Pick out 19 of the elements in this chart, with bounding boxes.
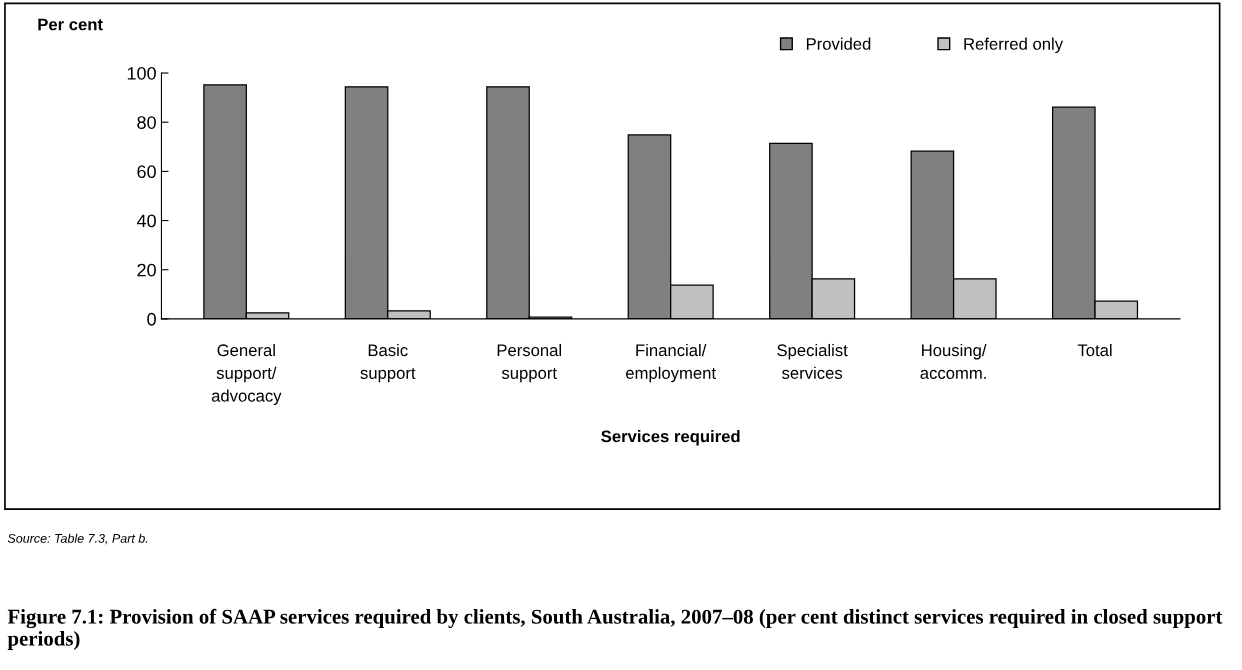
x-tick-label: Total (1077, 343, 1112, 357)
x-tick-label: Specialist services (777, 343, 848, 379)
legend-label: Provided (806, 37, 871, 50)
legend-label: Referred only (964, 37, 1064, 54)
text: Figure 7.1: Provision of SAAP services required by clients, South Australia, 2007–08 (per cent distinct services required in closed support periods) (7, 608, 1223, 650)
source-note: Source: Table 7.3, Part b. (7, 533, 148, 545)
y-tick-label: 40 (136, 214, 156, 228)
y-tick-label: 20 (137, 263, 156, 277)
y-tick-label: 60 (137, 165, 156, 179)
y-axis-title: Per cent (38, 18, 103, 31)
x-tick-label: Personal support (497, 343, 562, 383)
x-tick-label: Housing/ accomm. (920, 343, 987, 379)
x-tick-label: General support/ advocacy (211, 343, 282, 406)
y-tick-label: 80 (137, 116, 156, 129)
x-axis-title: Services required (601, 430, 740, 446)
y-tick-label: 0 (147, 312, 156, 326)
x-tick-label: Financial/ employment (626, 343, 716, 383)
y-tick-label: 100 (127, 66, 156, 80)
x-tick-label: Basic support (360, 343, 416, 383)
